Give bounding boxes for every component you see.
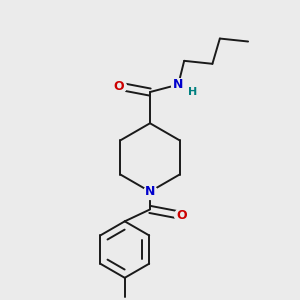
Text: N: N <box>173 78 183 91</box>
Text: O: O <box>113 80 124 93</box>
Text: O: O <box>176 209 187 222</box>
Text: H: H <box>188 87 198 97</box>
Text: N: N <box>145 185 155 198</box>
